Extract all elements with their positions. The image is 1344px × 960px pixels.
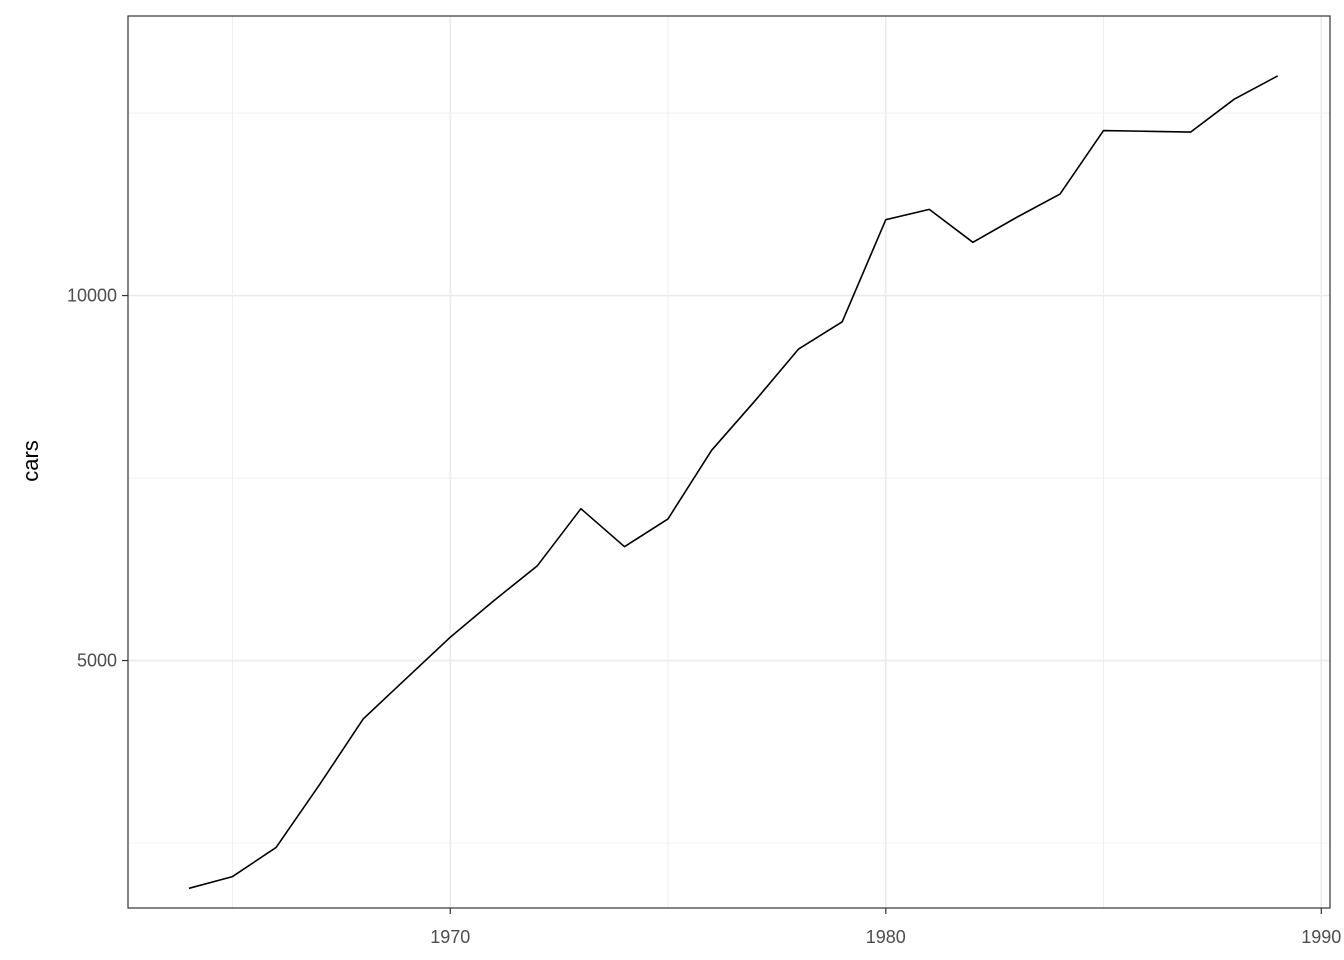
- y-tick-label: 5000: [77, 651, 117, 671]
- x-tick-label: 1970: [430, 927, 470, 947]
- x-tick-label: 1990: [1301, 927, 1341, 947]
- minor-gridlines: [128, 16, 1330, 908]
- major-gridlines: [128, 16, 1330, 908]
- y-tick-label: 10000: [67, 286, 117, 306]
- y-axis-title: cars: [18, 440, 43, 482]
- series-layer: [188, 75, 1279, 890]
- axis-ticks: 1970 1980 1990 5000 10000: [67, 286, 1341, 947]
- x-tick-label: 1980: [866, 927, 906, 947]
- panel-border: [127, 15, 1331, 909]
- series-line: [188, 75, 1279, 890]
